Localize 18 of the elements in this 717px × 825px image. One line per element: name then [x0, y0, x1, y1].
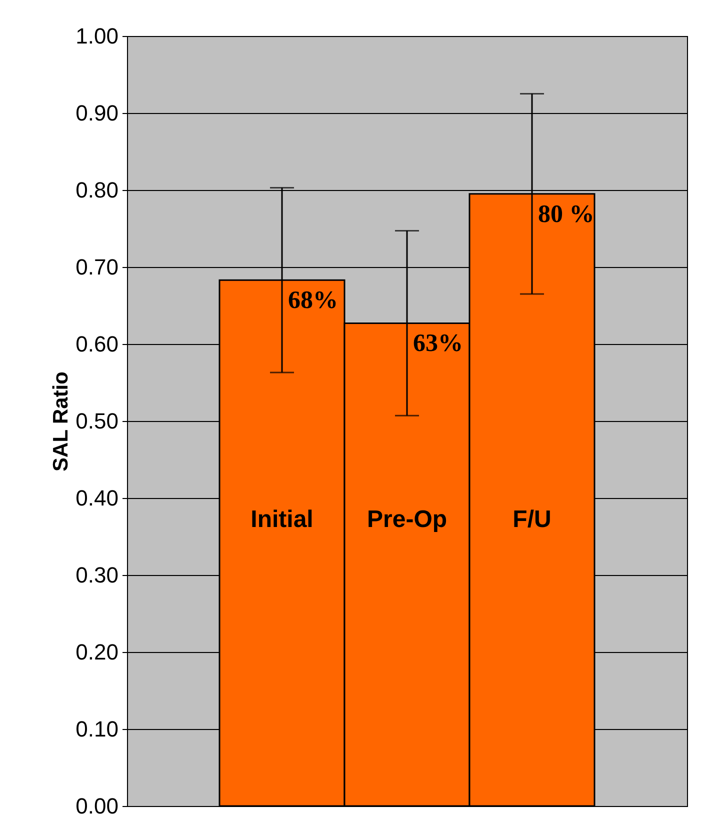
y-tick-label: 0.80 [76, 178, 118, 202]
x-tick-label: Pre-Op [366, 506, 448, 533]
y-tick-label: 0.10 [76, 716, 118, 742]
y-tick-label: 0.90 [76, 100, 118, 126]
data-label: 63% [413, 330, 463, 358]
y-tick-label: 1.00 [76, 24, 118, 48]
y-tick-label: 0.60 [76, 332, 118, 356]
data-label: 80 % [538, 200, 594, 228]
y-tick-label: 0.40 [76, 486, 118, 510]
y-tick-label: 0.00 [76, 794, 118, 818]
x-tick-label: Initial [250, 506, 314, 533]
y-tick-label: 0.20 [76, 640, 118, 664]
y-axis-title: SAL Ratio [50, 372, 73, 472]
y-tick-label: 0.50 [76, 408, 118, 434]
y-tick-label: 0.70 [76, 254, 118, 280]
x-tick-label: F/U [512, 506, 552, 533]
y-tick-label: 0.30 [76, 562, 118, 588]
data-label: 68% [288, 287, 338, 314]
